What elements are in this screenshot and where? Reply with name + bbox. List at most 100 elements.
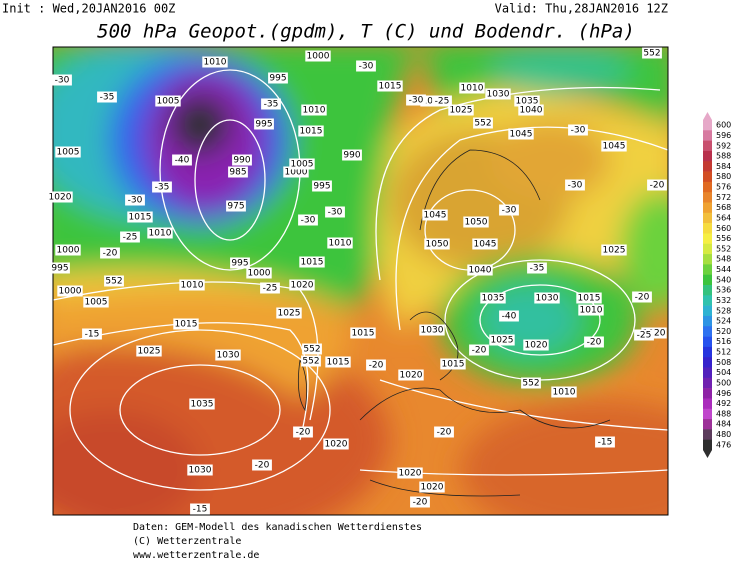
- isobar-label-box: [448, 104, 474, 116]
- isobar-label: 1020: [325, 440, 348, 450]
- isobar-label-box: [325, 356, 351, 368]
- isobar-label: 990: [233, 156, 250, 166]
- isobar-label: 1045: [424, 211, 447, 221]
- isobar-label: 1035: [482, 294, 505, 304]
- height-label: 552: [303, 345, 320, 355]
- colorbar-segment: [703, 120, 712, 131]
- isobar-label-box: [551, 386, 577, 398]
- temperature-label-box: [499, 204, 519, 216]
- temperature-label: -30: [328, 208, 343, 218]
- colorbar-segment: [703, 439, 712, 451]
- temperature-label-box: [356, 60, 376, 72]
- height-label-box: [521, 377, 541, 389]
- isobar-label-box: [246, 267, 272, 279]
- temperature-label: -30: [301, 216, 316, 226]
- temperature-label: -30: [409, 96, 424, 106]
- colorbar-label: 476: [716, 440, 731, 449]
- colorbar-segment: [703, 274, 712, 286]
- isobar-label-box: [173, 318, 199, 330]
- temperature-label: -25: [263, 284, 278, 294]
- height-label: 552: [474, 119, 491, 129]
- map-field: [53, 47, 668, 515]
- temperature-label-box: [293, 426, 313, 438]
- colorbar-label: 508: [716, 358, 731, 367]
- colorbar-label: 588: [716, 152, 731, 161]
- isobar-label: 1025: [138, 347, 161, 357]
- temperature-label: -20: [650, 181, 665, 191]
- colorbar-label: 524: [716, 317, 731, 326]
- temperature-label-box: [152, 181, 172, 193]
- isobar-label: 1015: [300, 127, 323, 137]
- temperature-label-box: [260, 282, 280, 294]
- isobar-label: 1025: [603, 246, 626, 256]
- isobar-label: 1030: [536, 294, 559, 304]
- temperature-label: -40: [175, 156, 190, 166]
- temperature-label: -35: [264, 100, 279, 110]
- isobar-label: 975: [227, 202, 244, 212]
- isobar-label: 1010: [553, 388, 576, 398]
- isobar-label-box: [508, 128, 534, 140]
- isobar-label: 1020: [643, 329, 666, 339]
- isobar-label: 1010: [149, 229, 172, 239]
- temperature-label-box: [632, 291, 652, 303]
- temperature-label-box: [120, 231, 140, 243]
- isobar-label: 1040: [520, 106, 543, 116]
- isobar-label: 1000: [59, 287, 82, 297]
- temperature-label-box: [499, 310, 519, 322]
- map-frame: [52, 46, 669, 516]
- colorbar-label: 540: [716, 275, 731, 284]
- isobar-label: 1005: [157, 97, 180, 107]
- colorbar-label: 576: [716, 183, 731, 192]
- colorbar-label: 532: [716, 296, 731, 305]
- isobar-label-box: [187, 464, 213, 476]
- temperature-label-box: [565, 179, 585, 191]
- temperature-label: -25: [435, 97, 450, 107]
- temperature-label-box: [595, 436, 615, 448]
- isobar-label-box: [327, 237, 353, 249]
- temperature-label: -15: [85, 330, 100, 340]
- colorbar-label: 560: [716, 224, 731, 233]
- isobar-label: 1015: [327, 358, 350, 368]
- temperature-label-box: [172, 154, 192, 166]
- colorbar-segment: [703, 429, 712, 440]
- colorbar-label: 592: [716, 141, 731, 150]
- isobar-label: 1010: [303, 106, 326, 116]
- colorbar-label: 572: [716, 193, 731, 202]
- isobar-label: 1000: [307, 52, 330, 62]
- map-labels: 1010100099510051005101510201025101010301…: [47, 47, 667, 515]
- isobar-label-box: [422, 209, 448, 221]
- footer-line: (C) Wetterzentrale: [133, 536, 241, 547]
- isobar-label-box: [641, 327, 667, 339]
- isobar-label: 1020: [49, 193, 72, 203]
- temperature-label-box: [97, 91, 117, 103]
- temperature-label: -30: [502, 206, 517, 216]
- temperature-label: -15: [193, 505, 208, 515]
- isobar-label: 1015: [129, 213, 152, 223]
- isobar-label-box: [424, 238, 450, 250]
- colorbar-label: 520: [716, 327, 731, 336]
- colorbar-label: 480: [716, 430, 731, 439]
- colorbar-segment: [703, 192, 712, 203]
- isobar-label-box: [289, 158, 315, 170]
- isobar-label-box: [147, 227, 173, 239]
- isobar-label-box: [232, 154, 252, 166]
- isobar-label-box: [298, 125, 324, 137]
- height-label: 552: [643, 49, 660, 59]
- colorbar-segment: [703, 315, 712, 327]
- isobar-label: 1015: [578, 294, 601, 304]
- isobar-label-box: [289, 279, 315, 291]
- colorbar-label: 556: [716, 234, 731, 243]
- isobar-label: 1040: [469, 266, 492, 276]
- isobar-label: 1035: [191, 400, 214, 410]
- isobar-label: 995: [255, 120, 272, 130]
- isobar-label-box: [350, 327, 376, 339]
- temperature-label: -20: [413, 498, 428, 508]
- colorbar-segment: [703, 408, 712, 420]
- isobar-label: 1030: [217, 351, 240, 361]
- isobar-label-box: [55, 146, 81, 158]
- isobar-label-box: [578, 304, 604, 316]
- isobar-label-box: [228, 166, 248, 178]
- colorbar-label: 596: [716, 131, 731, 140]
- height-label-box: [301, 355, 321, 367]
- temperature-label-box: [406, 94, 426, 106]
